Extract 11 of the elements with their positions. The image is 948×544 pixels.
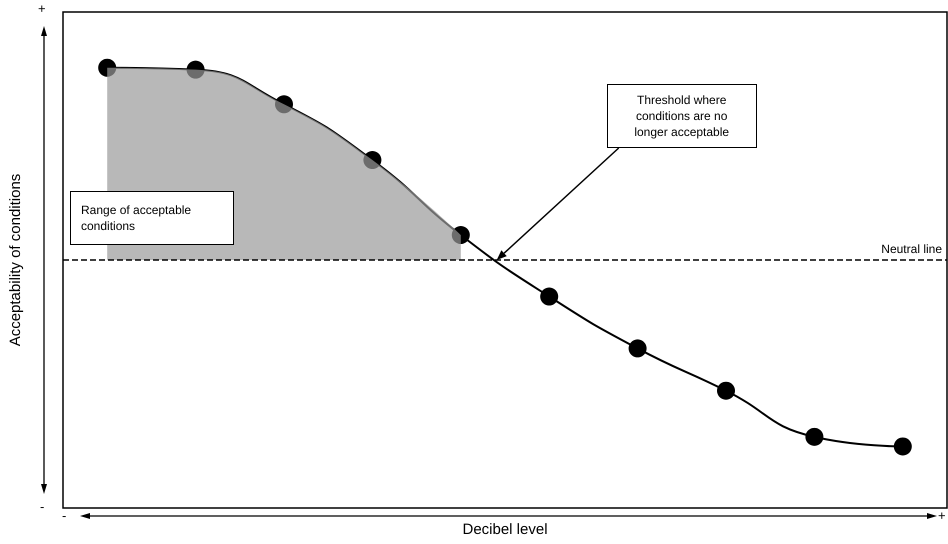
annotation: Range of acceptable conditions: [81, 202, 192, 234]
text-box: Threshold where conditions are no longer acceptable: [606, 84, 757, 148]
text: +: [38, 1, 46, 16]
text: -: [62, 508, 66, 523]
x-axis-title: Decibel level: [462, 521, 548, 538]
annotation: Threshold where conditions are no longer acceptable: [633, 92, 730, 140]
text-box: Range of acceptable conditions: [70, 190, 234, 245]
text: +: [938, 508, 946, 523]
ref-line-label: Neutral line: [881, 242, 942, 256]
y-axis-title: Acceptability of conditions: [7, 174, 24, 346]
text: -: [40, 499, 44, 514]
